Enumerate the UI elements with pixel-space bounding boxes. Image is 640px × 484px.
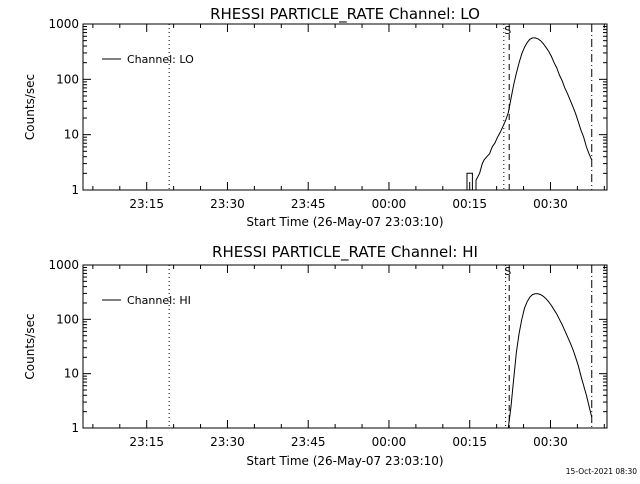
x-axis-label: Start Time (26-May-07 23:03:10) (246, 454, 443, 468)
y-tick-label: 1000 (48, 17, 79, 31)
timestamp-label: 15-Oct-2021 08:30 (566, 467, 637, 476)
y-tick-label: 100 (56, 312, 79, 326)
chart-title: RHESSI PARTICLE_RATE Channel: HI (212, 243, 478, 262)
series-line (466, 37, 593, 191)
series-line (507, 293, 593, 429)
panel-lo: RHESSI PARTICLE_RATE Channel: LO Counts/s… (23, 5, 608, 229)
x-tick-label: 00:15 (452, 197, 487, 211)
plot-frame (82, 264, 608, 429)
panel-hi: RHESSI PARTICLE_RATE Channel: HI Counts/s… (23, 243, 608, 468)
x-tick-label: 23:30 (210, 197, 245, 211)
y-axis-label: Counts/sec (23, 74, 37, 140)
y-tick-label: 10 (64, 128, 79, 142)
y-tick-label: 1 (71, 421, 79, 435)
plot-frame (82, 23, 608, 191)
annotation-label: S (504, 24, 511, 37)
legend-entry: Channel: HI (127, 294, 191, 307)
y-tick-label: 10 (64, 367, 79, 381)
x-tick-label: 00:00 (372, 435, 407, 449)
annotation-label: S (504, 265, 511, 278)
x-tick-label: 23:15 (129, 197, 164, 211)
chart-title: RHESSI PARTICLE_RATE Channel: LO (210, 5, 480, 24)
x-axis-label: Start Time (26-May-07 23:03:10) (246, 215, 443, 229)
x-tick-label: 23:45 (291, 197, 326, 211)
x-tick-label: 00:00 (372, 197, 407, 211)
y-tick-label: 1000 (48, 258, 79, 272)
x-tick-label: 00:30 (533, 197, 568, 211)
x-tick-label: 23:30 (210, 435, 245, 449)
x-tick-label: 00:15 (452, 435, 487, 449)
y-tick-label: 100 (56, 72, 79, 86)
x-tick-label: 23:15 (129, 435, 164, 449)
legend-entry: Channel: LO (127, 53, 194, 66)
x-tick-label: 23:45 (291, 435, 326, 449)
y-tick-label: 1 (71, 183, 79, 197)
y-axis-label: Counts/sec (23, 313, 37, 379)
x-tick-label: 00:30 (533, 435, 568, 449)
